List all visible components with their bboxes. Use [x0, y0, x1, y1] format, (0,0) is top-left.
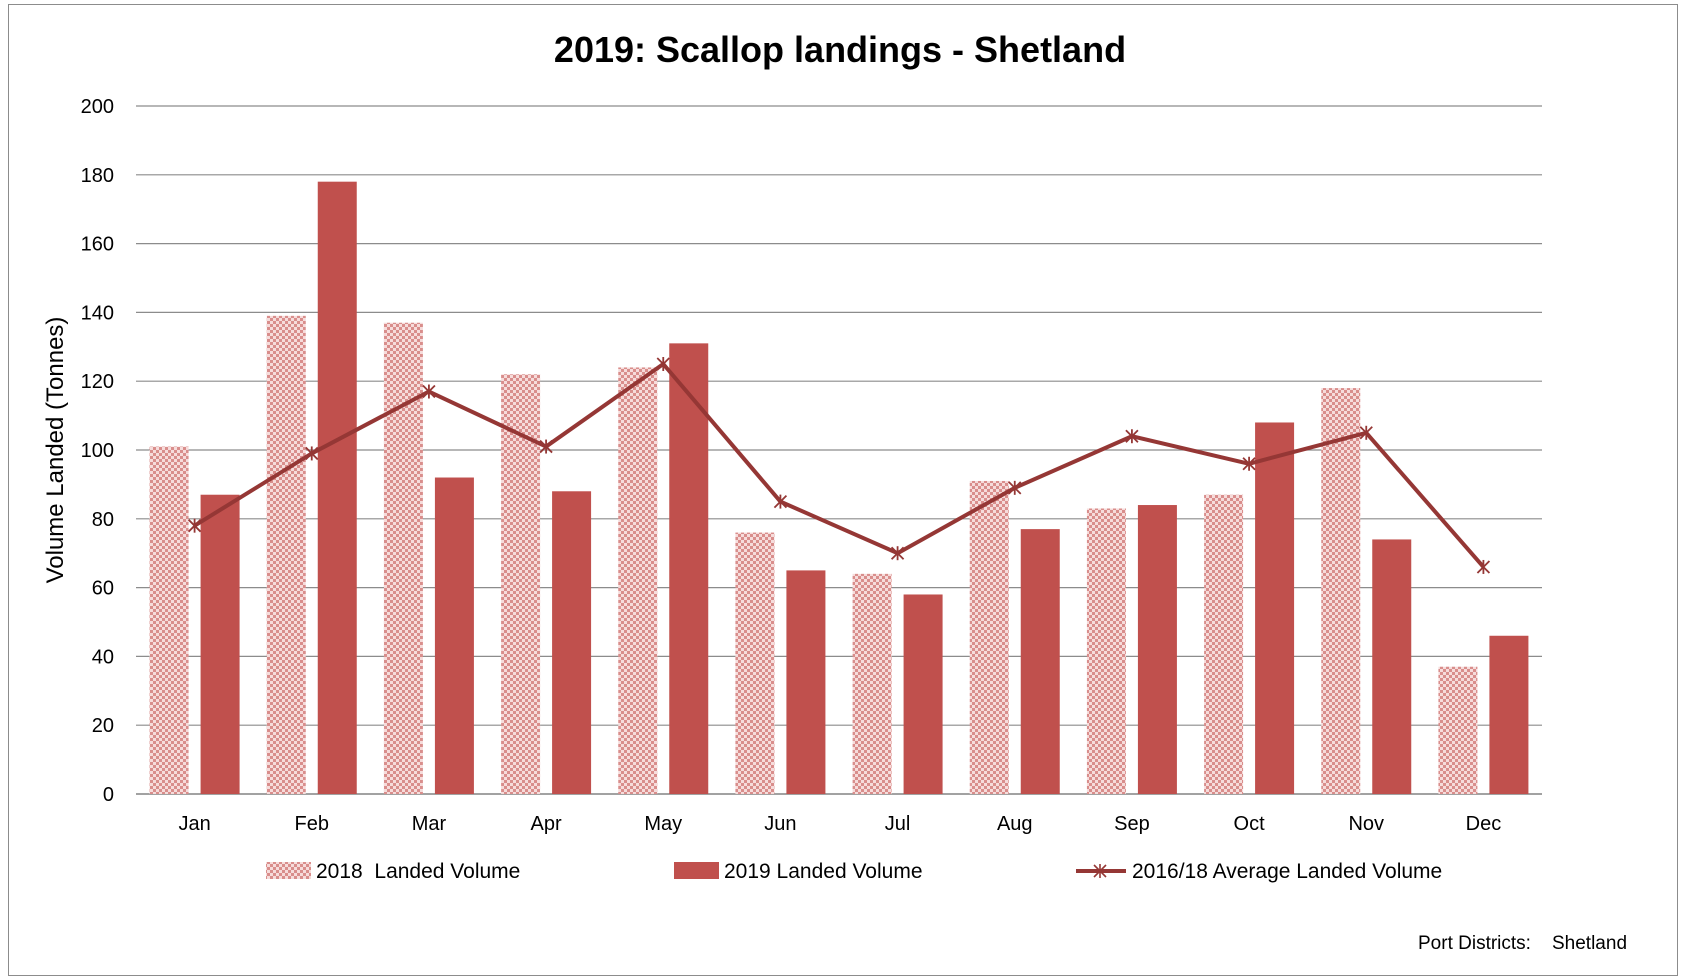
footer-value: Shetland	[1552, 933, 1627, 954]
x-tick-label: Jun	[764, 813, 796, 835]
average-point-jan	[187, 518, 202, 533]
x-tick-label: Sep	[1114, 813, 1150, 835]
bar-2018-oct	[1204, 494, 1244, 794]
average-point-dec	[1476, 559, 1491, 574]
legend: 2018 Landed Volume 2019 Landed Volume 20…	[266, 860, 1442, 883]
y-tick-label: 200	[81, 96, 114, 118]
bar-2019-oct	[1255, 422, 1295, 794]
bar-2019-mar	[434, 477, 474, 794]
bar-2018-apr	[501, 374, 541, 794]
average-point-feb	[305, 446, 319, 461]
bar-2018-dec	[1438, 666, 1478, 794]
bars	[149, 181, 1529, 794]
legend-label-2018: 2018 Landed Volume	[316, 860, 520, 883]
bar-2018-mar	[383, 322, 423, 794]
y-tick-label: 60	[92, 578, 114, 600]
chart-title: 2019: Scallop landings - Shetland	[554, 29, 1126, 70]
bar-2019-may	[669, 343, 709, 794]
x-tick-label: Apr	[531, 813, 562, 835]
bar-2019-nov	[1372, 539, 1412, 794]
bar-2019-jul	[903, 594, 943, 794]
bar-2019-dec	[1489, 635, 1529, 794]
y-tick-label: 160	[81, 234, 114, 256]
bar-2018-feb	[266, 315, 306, 794]
y-tick-label: 120	[81, 371, 114, 393]
x-tick-label: Jan	[178, 813, 210, 835]
x-tick-label: Feb	[295, 813, 329, 835]
average-point-mar	[422, 384, 436, 399]
x-tick-label: Jul	[885, 813, 911, 835]
x-tick-label: Dec	[1466, 813, 1502, 835]
average-point-aug	[1008, 480, 1022, 495]
legend-swatch-2018	[266, 862, 311, 879]
bar-2019-apr	[552, 491, 592, 794]
average-line	[187, 357, 1491, 574]
bar-2019-jan	[200, 494, 240, 794]
legend-label-2019: 2019 Landed Volume	[724, 860, 923, 883]
bar-2018-jul	[852, 573, 892, 794]
average-point-nov	[1359, 425, 1373, 440]
legend-swatch-2019	[674, 862, 719, 879]
bar-2019-jun	[786, 570, 826, 794]
average-point-may	[656, 357, 670, 371]
bar-2018-aug	[969, 480, 1009, 794]
average-point-jul	[890, 546, 905, 561]
x-tick-label: Aug	[997, 813, 1033, 835]
bar-2018-sep	[1086, 508, 1126, 794]
bar-2019-sep	[1137, 505, 1177, 794]
bar-2018-jun	[735, 532, 775, 794]
x-tick-label: Oct	[1234, 813, 1266, 835]
bar-2018-jan	[149, 446, 189, 794]
average-point-jun	[773, 494, 788, 509]
average-point-apr	[539, 439, 553, 454]
legend-asterisk-marker	[1093, 864, 1107, 878]
bar-2018-may	[618, 367, 658, 794]
y-tick-label: 80	[92, 509, 114, 531]
x-tick-labels: Jan Feb Mar Apr May Jun Jul Aug Sep Oct Nov Dec	[178, 813, 1501, 835]
y-tick-label: 140	[81, 302, 114, 324]
y-tick-label: 100	[81, 440, 114, 462]
bar-2018-nov	[1321, 388, 1361, 794]
y-tick-label: 20	[92, 715, 114, 737]
y-axis-label: Volume Landed (Tonnes)	[42, 317, 69, 584]
average-point-oct	[1242, 456, 1256, 471]
legend-label-average: 2016/18 Average Landed Volume	[1132, 860, 1442, 883]
average-point-sep	[1125, 429, 1139, 444]
bar-2019-aug	[1020, 529, 1060, 794]
x-tick-label: May	[644, 813, 682, 835]
y-tick-label: 40	[92, 646, 114, 668]
footer-label: Port Districts:	[1418, 933, 1531, 954]
y-tick-label: 0	[103, 784, 114, 806]
average-line-path	[193, 362, 1485, 569]
x-tick-label: Mar	[412, 813, 447, 835]
bar-2019-feb	[317, 181, 357, 794]
x-tick-label: Nov	[1348, 813, 1384, 835]
y-tick-labels: 0 20 40 60 80 100 120 140 160 180 200	[81, 96, 114, 806]
y-tick-label: 180	[81, 165, 114, 187]
